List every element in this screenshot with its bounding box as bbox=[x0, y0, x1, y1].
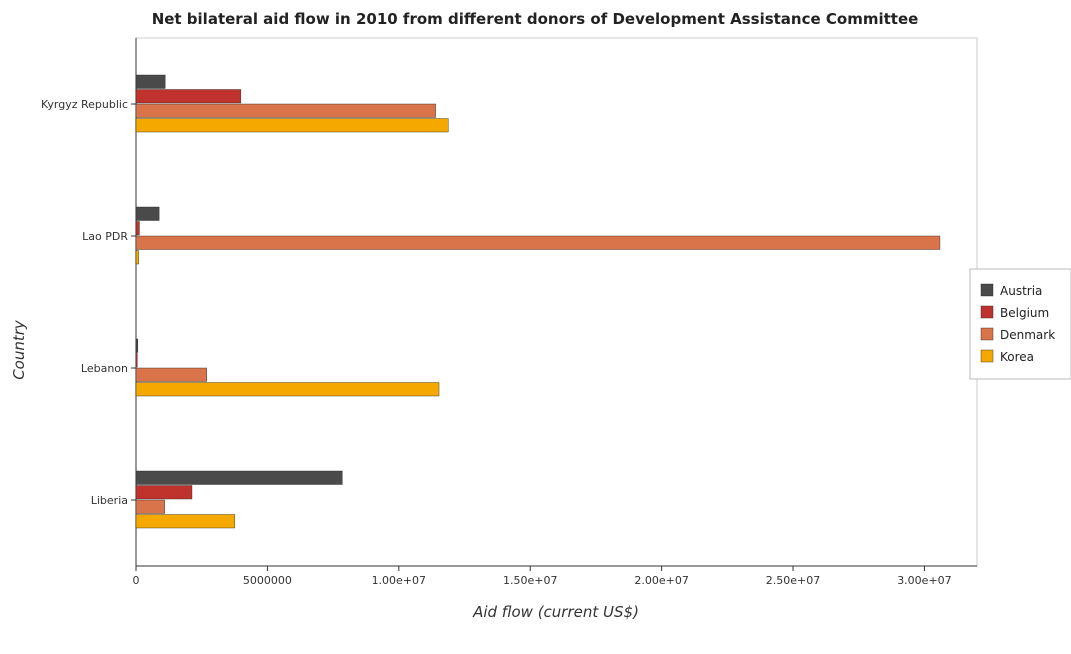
legend-label-austria: Austria bbox=[1000, 284, 1042, 298]
legend-label-denmark: Denmark bbox=[1000, 328, 1055, 342]
x-tick-label: 3.00e+07 bbox=[897, 574, 951, 587]
bar-korea-lebanon bbox=[135, 382, 440, 397]
y-tick-label: Lao PDR bbox=[82, 230, 128, 243]
bar-belgium-lebanon bbox=[135, 353, 138, 368]
bar-denmark-kyrgyz-republic bbox=[135, 103, 436, 118]
legend-swatch-denmark bbox=[980, 327, 994, 341]
legend-label-belgium: Belgium bbox=[1000, 306, 1049, 320]
x-tick-label: 1.00e+07 bbox=[372, 574, 426, 587]
bar-austria-kyrgyz-republic bbox=[135, 74, 166, 89]
bar-denmark-lebanon bbox=[135, 367, 207, 382]
legend-swatch-korea bbox=[980, 349, 994, 363]
bar-korea-liberia bbox=[135, 514, 236, 529]
x-tick-label: 2.50e+07 bbox=[766, 574, 820, 587]
y-axis-title: Country bbox=[10, 319, 28, 380]
bar-belgium-lao-pdr bbox=[135, 221, 140, 236]
bar-austria-lao-pdr bbox=[135, 206, 160, 221]
bar-denmark-liberia bbox=[135, 499, 165, 514]
x-tick-label: 1.50e+07 bbox=[503, 574, 557, 587]
x-tick-label: 0 bbox=[133, 574, 140, 587]
bar-belgium-liberia bbox=[135, 485, 193, 500]
y-tick-label: Lebanon bbox=[81, 362, 128, 375]
bar-korea-kyrgyz-republic bbox=[135, 118, 449, 133]
legend-label-korea: Korea bbox=[1000, 350, 1034, 364]
bar-austria-liberia bbox=[135, 470, 343, 485]
x-axis-title: Aid flow (current US$) bbox=[472, 603, 639, 621]
x-tick-label: 2.00e+07 bbox=[634, 574, 688, 587]
plot-area: 0 5000000 1.00e+07 1.50e+07 2.00e+07 2.50e+07… bbox=[41, 37, 978, 587]
bar-denmark-lao-pdr bbox=[135, 235, 941, 250]
chart-title: Net bilateral aid flow in 2010 from diff… bbox=[152, 10, 919, 28]
legend: Austria Belgium Denmark Korea bbox=[969, 268, 1071, 380]
x-tick-label: 5000000 bbox=[243, 574, 292, 587]
legend-swatch-austria bbox=[980, 283, 994, 297]
y-tick-label: Kyrgyz Republic bbox=[41, 98, 128, 111]
legend-swatch-belgium bbox=[980, 305, 994, 319]
bar-korea-lao-pdr bbox=[135, 250, 139, 265]
bar-belgium-kyrgyz-republic bbox=[135, 89, 242, 104]
y-tick-label: Liberia bbox=[91, 494, 128, 507]
bar-austria-lebanon bbox=[135, 338, 139, 353]
